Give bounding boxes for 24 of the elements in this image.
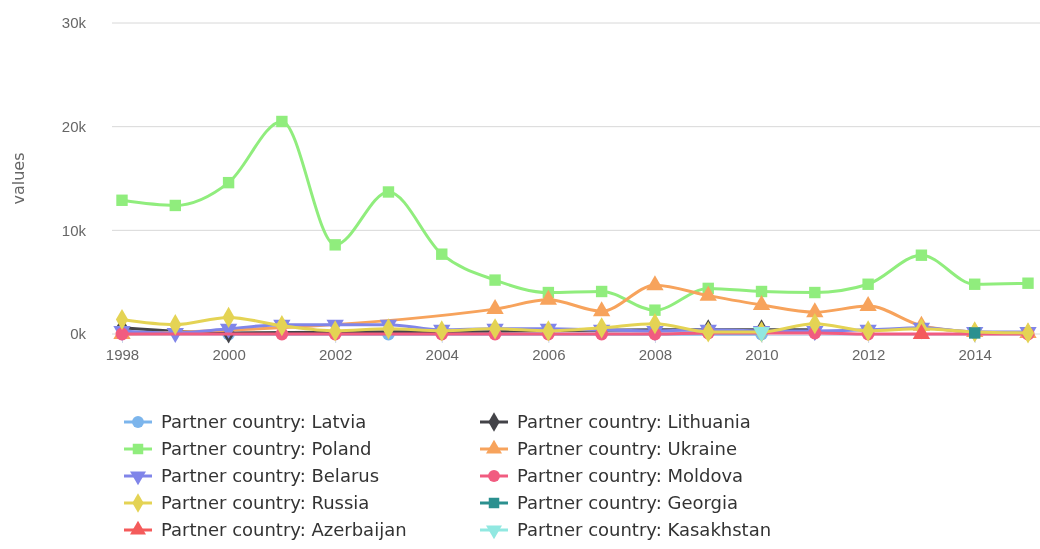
y-tick-label: 20k	[61, 117, 87, 135]
x-tick-label: 2002	[318, 346, 353, 364]
y-axis-title: values	[9, 152, 28, 205]
legend-label: Partner country: Georgia	[517, 492, 739, 514]
legend-label: Partner country: Belarus	[161, 465, 380, 487]
legend-label: Partner country: Ukraine	[517, 438, 737, 460]
legend-label: Partner country: Latvia	[161, 411, 367, 433]
x-tick-label: 2004	[425, 346, 459, 364]
legend-label: Partner country: Poland	[161, 438, 372, 460]
legend-label: Partner country: Kasakhstan	[517, 519, 772, 541]
y-tick-label: 0k	[70, 325, 87, 343]
x-tick-label: 1998	[105, 346, 140, 364]
y-tick-label: 10k	[61, 221, 87, 239]
x-tick-label: 2014	[958, 346, 992, 364]
x-tick-label: 2008	[638, 346, 673, 364]
legend-label: Partner country: Lithuania	[517, 411, 751, 433]
legend-label: Partner country: Azerbaijan	[161, 519, 407, 541]
x-tick-label: 2000	[212, 346, 246, 364]
x-tick-label: 2006	[532, 346, 566, 364]
x-tick-label: 2010	[745, 346, 779, 364]
y-tick-label: 30k	[61, 14, 87, 32]
legend-label: Partner country: Russia	[161, 492, 370, 514]
legend-label: Partner country: Moldova	[517, 465, 744, 487]
x-tick-label: 2012	[851, 346, 886, 364]
